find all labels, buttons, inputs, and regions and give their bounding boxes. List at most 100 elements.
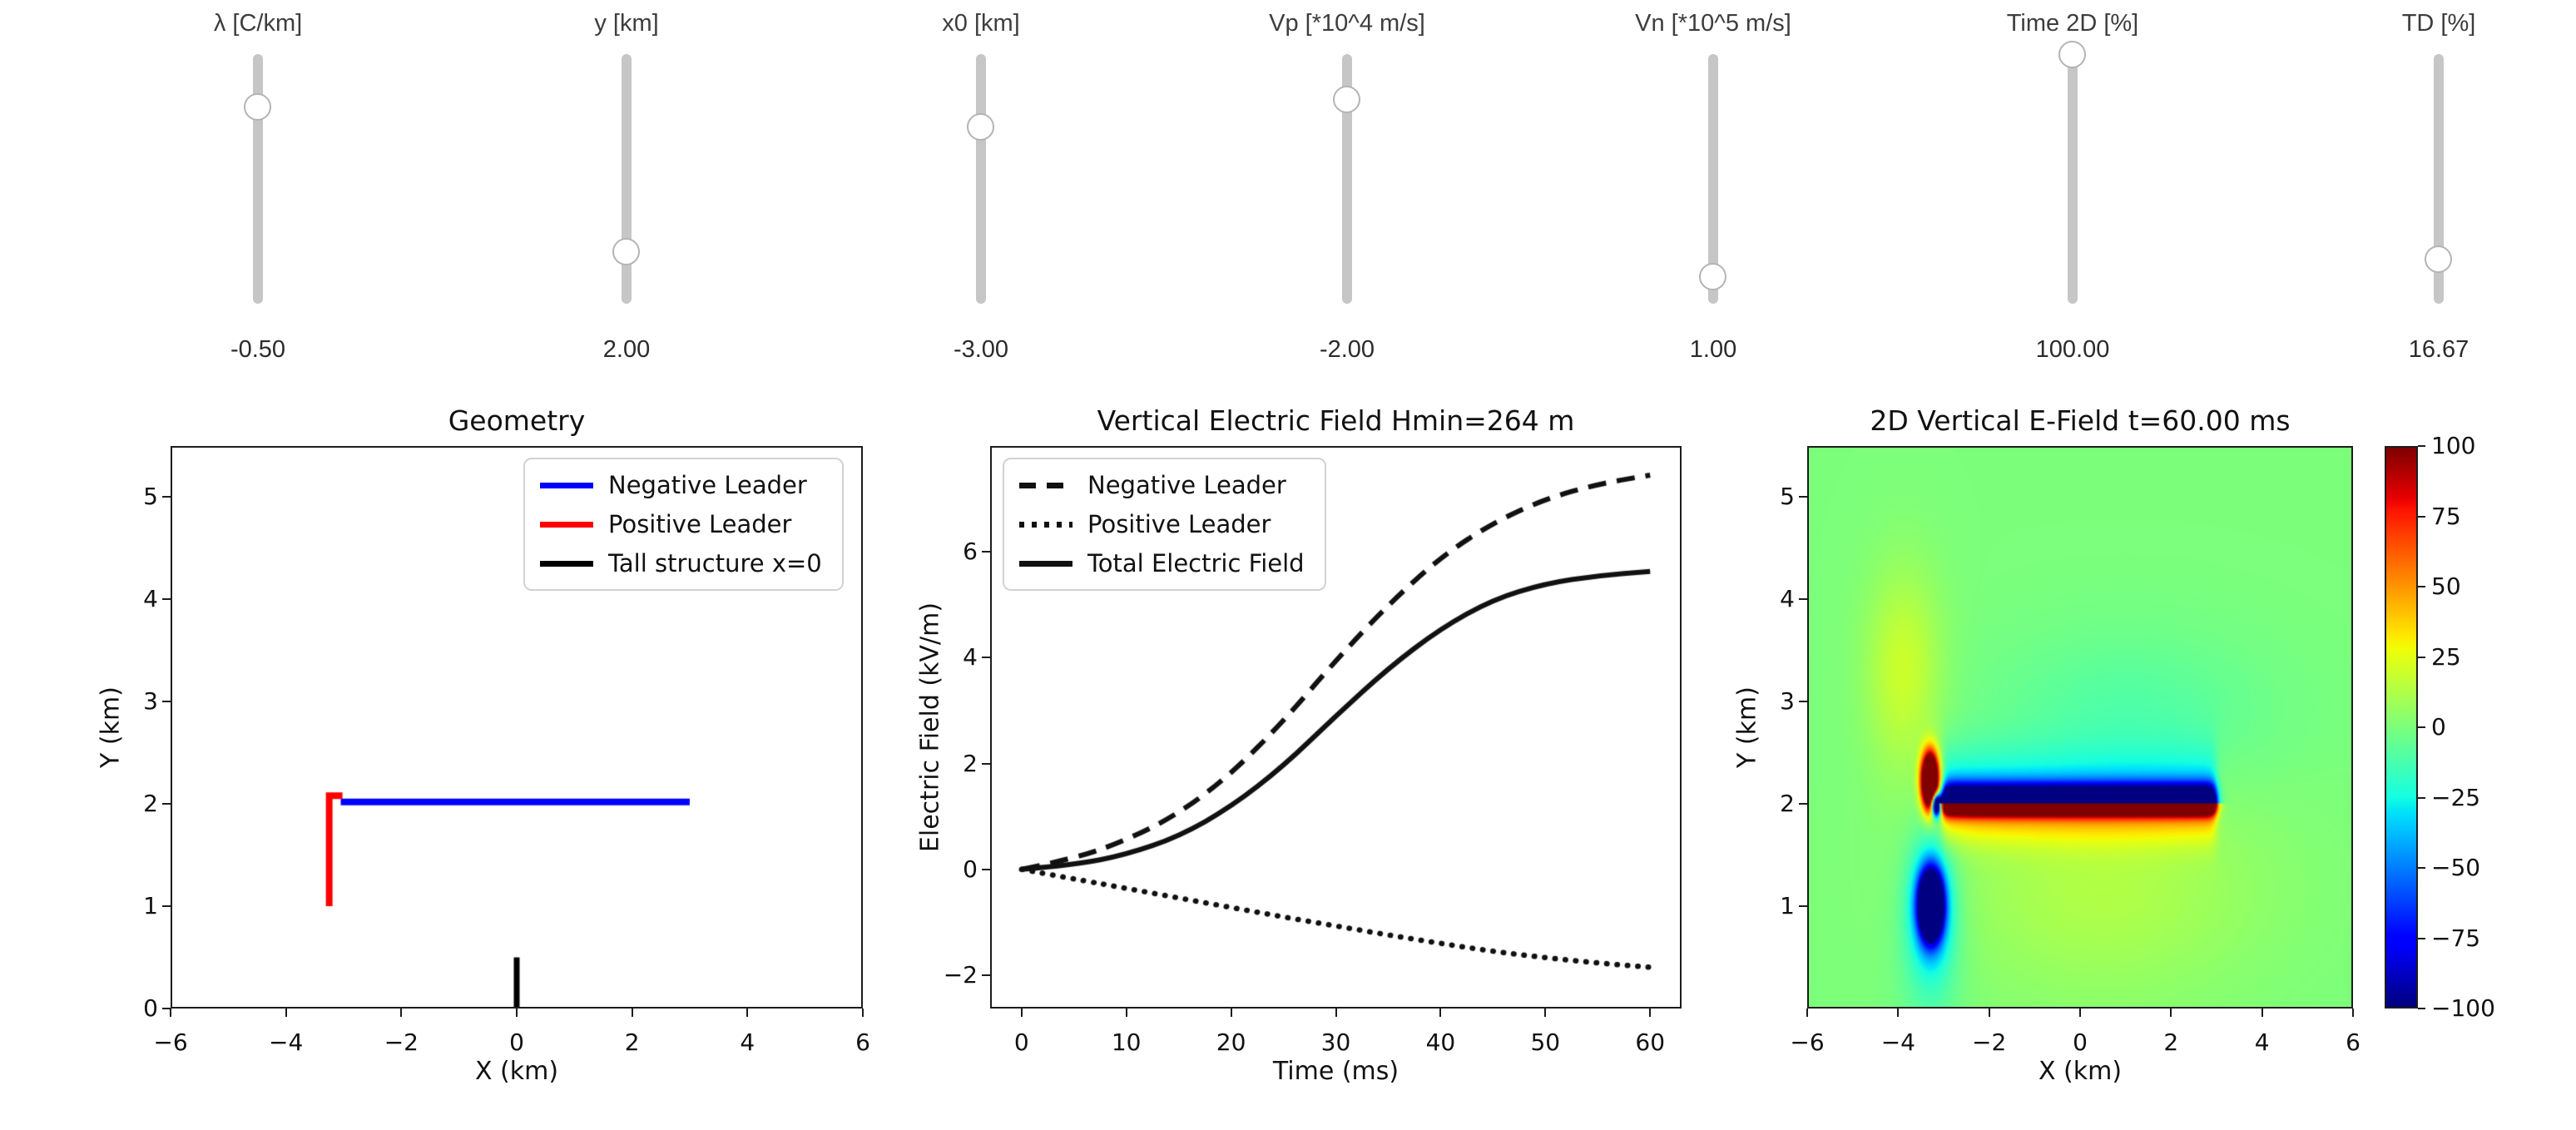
x-tick <box>631 1009 633 1017</box>
slider-lambda: λ [C/km] -0.50 <box>141 0 374 379</box>
slider-value-vn: 1.00 <box>1689 336 1737 363</box>
legend-entry: Negative Leader <box>1019 471 1305 499</box>
x-tick-label: 50 <box>1530 1028 1561 1056</box>
slider-vn: Vn [*10^5 m/s] 1.00 <box>1597 0 1830 379</box>
legend-label: Negative Leader <box>1087 471 1286 499</box>
slider-track-x0[interactable] <box>976 54 986 304</box>
slider-track-vp[interactable] <box>1342 54 1352 304</box>
y-tick-label: 3 <box>1780 687 1795 716</box>
slider-track-td[interactable] <box>2434 54 2444 304</box>
slider-track-y[interactable] <box>622 54 632 304</box>
slider-handle-time2d[interactable] <box>2058 40 2086 68</box>
colorbar-tick <box>2418 515 2425 518</box>
slider-handle-y[interactable] <box>612 237 640 265</box>
legend-swatch-dotted-line-icon <box>1019 521 1073 528</box>
colorbar-tick <box>2418 445 2425 447</box>
x-tick <box>1649 1009 1652 1017</box>
x-tick <box>1335 1009 1337 1017</box>
legend-swatch-solid-line-icon <box>1019 560 1073 567</box>
y-tick <box>162 1008 171 1009</box>
slider-label-lambda: λ [C/km] <box>213 10 303 37</box>
x-tick-label: −4 <box>1880 1028 1915 1056</box>
colorbar-tick-label: 75 <box>2431 502 2461 530</box>
y-tick-label: −2 <box>943 960 978 989</box>
y-tick <box>162 803 171 805</box>
colorbar-tick-label: 50 <box>2431 572 2461 600</box>
legend-label: Positive Leader <box>1087 510 1271 538</box>
slider-track-vn[interactable] <box>1708 54 1718 304</box>
x-tick-label: 6 <box>855 1028 870 1056</box>
colorbar-tick-label: 0 <box>2431 713 2446 741</box>
colorbar-tick-label: −25 <box>2431 783 2481 811</box>
x-tick-label: 0 <box>2073 1028 2088 1056</box>
colorbar-tick <box>2418 867 2425 869</box>
x-tick-label: −6 <box>1790 1028 1825 1056</box>
y-tick <box>162 701 171 703</box>
x-tick-label: 2 <box>2163 1028 2179 1056</box>
slider-value-td: 16.67 <box>2408 336 2469 363</box>
y-tick <box>982 657 990 659</box>
legend-entry: Total Electric Field <box>1019 549 1305 577</box>
y-tick-label: 3 <box>143 687 158 716</box>
x-tick <box>516 1009 518 1017</box>
slider-value-time2d: 100.00 <box>2035 336 2110 363</box>
y-tick <box>1799 598 1807 601</box>
slider-handle-x0[interactable] <box>966 112 994 141</box>
x-tick <box>1988 1009 1990 1017</box>
slider-handle-lambda[interactable] <box>243 92 271 121</box>
slider-label-x0: x0 [km] <box>942 10 1020 37</box>
legend-1: Negative Leader Positive Leader Total Elec… <box>1003 458 1326 591</box>
y-tick-label: 0 <box>143 994 158 1022</box>
y-tick-label: 4 <box>143 585 158 613</box>
x-tick <box>2170 1009 2172 1017</box>
y-tick <box>1799 496 1807 498</box>
colorbar-tick <box>2418 796 2425 799</box>
colorbar <box>2385 446 2418 1009</box>
y-tick-label: 4 <box>1780 585 1795 613</box>
slider-handle-td[interactable] <box>2424 245 2452 273</box>
slider-value-lambda: -0.50 <box>230 336 286 363</box>
slider-vp: Vp [*10^4 m/s] -2.00 <box>1231 0 1464 379</box>
y-tick <box>162 496 171 498</box>
plot-axes-2 <box>1807 446 2353 1009</box>
colorbar-tick-label: −50 <box>2431 854 2481 881</box>
x-tick <box>170 1009 171 1017</box>
colorbar-canvas <box>2386 448 2416 1007</box>
y-tick <box>162 598 171 601</box>
x-tick-label: −6 <box>153 1028 188 1056</box>
slider-value-x0: -3.00 <box>953 336 1009 363</box>
colorbar-tick <box>2418 1008 2425 1009</box>
slider-label-td: TD [%] <box>2401 10 2476 37</box>
legend-0: Negative Leader Positive Leader Tall struc… <box>523 458 844 591</box>
y-tick <box>162 905 171 908</box>
colorbar-tick <box>2418 656 2425 658</box>
plot-title-1: Vertical Electric Field Hmin=264 m <box>1097 404 1575 437</box>
slider-label-vp: Vp [*10^4 m/s] <box>1269 10 1425 37</box>
legend-swatch-black-line-icon <box>540 560 593 567</box>
colorbar-tick-label: −100 <box>2431 994 2495 1022</box>
x-tick <box>746 1009 749 1017</box>
x-tick <box>1439 1009 1442 1017</box>
y-tick <box>982 868 990 870</box>
y-tick <box>1799 905 1807 908</box>
x-tick <box>862 1009 864 1017</box>
slider-handle-vp[interactable] <box>1332 85 1360 113</box>
slider-y: y [km] 2.00 <box>510 0 743 379</box>
colorbar-tick-label: −75 <box>2431 924 2481 952</box>
slider-value-vp: -2.00 <box>1319 336 1375 363</box>
slider-x0: x0 [km] -3.00 <box>864 0 1097 379</box>
y-tick-label: 1 <box>1780 892 1795 920</box>
colorbar-tick-label: 25 <box>2431 642 2461 671</box>
y-tick-label: 4 <box>963 643 978 672</box>
y-tick <box>982 974 990 976</box>
slider-handle-vn[interactable] <box>1698 262 1726 290</box>
x-tick <box>1230 1009 1232 1017</box>
x-tick-label: 6 <box>2346 1028 2361 1056</box>
slider-track-lambda[interactable] <box>253 54 263 304</box>
slider-track-time2d[interactable] <box>2068 54 2078 304</box>
x-axis-label-0: X (km) <box>474 1057 559 1086</box>
legend-swatch-red-line-icon <box>540 521 593 528</box>
slider-value-y: 2.00 <box>602 336 651 363</box>
y-tick <box>1799 803 1807 805</box>
